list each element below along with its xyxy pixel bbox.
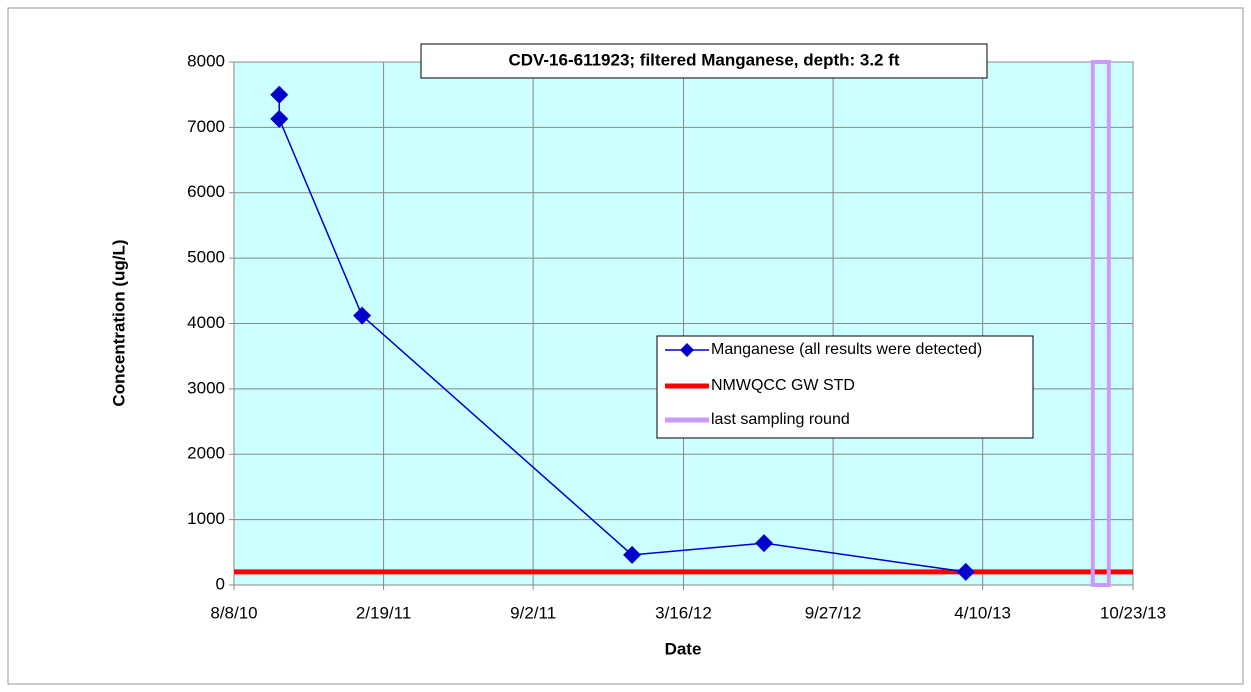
legend-label: NMWQCC GW STD	[711, 377, 855, 394]
y-tick-label: 8000	[187, 51, 225, 70]
x-axis-label: Date	[665, 639, 702, 658]
y-tick-label: 5000	[187, 248, 225, 267]
y-tick-label: 3000	[187, 378, 225, 397]
data-point	[755, 534, 774, 553]
legend	[656, 335, 1034, 439]
y-axis-label: Concentration (ug/L)	[109, 239, 128, 406]
data-point	[270, 85, 289, 104]
data-point	[353, 306, 372, 325]
last-round-band	[1090, 60, 1111, 587]
y-tick-label: 1000	[187, 509, 225, 528]
y-tick-label: 7000	[187, 117, 225, 136]
x-tick-label: 10/23/13	[1100, 603, 1166, 622]
y-tick-label: 2000	[187, 444, 225, 463]
legend-label: last sampling round	[711, 411, 850, 428]
data-point	[623, 545, 642, 564]
x-tick-label: 8/8/10	[210, 603, 257, 622]
x-tick-label: 2/19/11	[356, 603, 411, 622]
x-tick-label: 9/2/11	[510, 603, 556, 622]
title-box	[420, 43, 988, 79]
chart-title: CDV-16-611923; filtered Manganese, depth…	[508, 50, 899, 69]
y-tick-label: 4000	[187, 313, 225, 332]
legend-label: Manganese (all results were detected)	[711, 341, 982, 358]
y-tick-label: 6000	[187, 182, 225, 201]
x-tick-label: 4/10/13	[954, 603, 1011, 622]
x-tick-label: 3/16/12	[655, 603, 712, 622]
x-tick-label: 9/27/12	[805, 603, 862, 622]
y-tick-label: 0	[216, 574, 225, 593]
data-point	[956, 562, 975, 581]
data-point	[270, 109, 289, 128]
legend-swatch	[680, 343, 694, 357]
